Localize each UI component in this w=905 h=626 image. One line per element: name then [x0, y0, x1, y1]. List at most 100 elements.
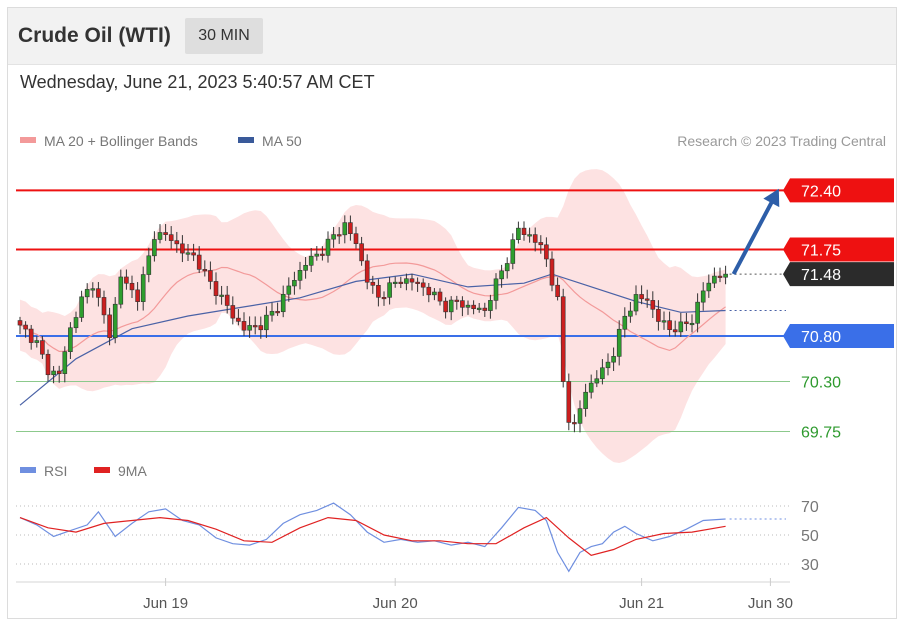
candle	[689, 314, 695, 333]
legend-rsi-label: RSI	[44, 463, 67, 479]
candle	[695, 293, 700, 333]
rsi-line	[19, 502, 726, 573]
price-levels	[16, 189, 790, 433]
candle	[152, 231, 157, 262]
level-label-69-75: 69.75	[801, 425, 841, 442]
candle	[622, 307, 628, 338]
bollinger-bands	[20, 169, 726, 463]
timeframe-button[interactable]: 30 MIN	[185, 18, 263, 54]
candle	[532, 227, 538, 252]
candle	[40, 336, 45, 359]
level-label-70-80: 70.80	[801, 329, 841, 346]
candle	[588, 374, 594, 399]
candle	[157, 224, 163, 244]
candle	[124, 269, 129, 290]
candle	[146, 247, 152, 283]
rsi-panel: RSI 9MA 70 50 30	[16, 463, 819, 574]
candle	[521, 221, 527, 241]
candle	[331, 226, 336, 248]
candle	[661, 311, 667, 330]
forecast-arrow-shaft	[731, 193, 778, 276]
candle	[611, 347, 616, 371]
candle	[68, 322, 73, 360]
candle	[241, 312, 247, 336]
candle	[594, 370, 600, 388]
candle	[258, 316, 264, 339]
candle	[605, 353, 611, 376]
candle	[404, 273, 409, 291]
candle	[476, 302, 482, 313]
candle	[555, 277, 560, 301]
candle	[600, 359, 605, 385]
legend-rsi-swatch	[20, 467, 36, 473]
candle	[566, 373, 572, 431]
candle	[656, 300, 661, 331]
candle	[376, 279, 381, 307]
candle	[717, 267, 723, 283]
candle	[516, 221, 521, 244]
candle	[572, 414, 577, 433]
candle	[107, 307, 112, 346]
legend-ma50-label: MA 50	[262, 133, 302, 149]
candle	[308, 248, 314, 273]
candle	[275, 302, 280, 316]
candle	[174, 231, 180, 253]
candle	[34, 336, 40, 348]
candle	[359, 236, 364, 266]
candle	[482, 302, 488, 317]
candle	[420, 278, 426, 296]
candle	[303, 257, 308, 279]
candle	[129, 275, 135, 299]
forecast-arrow	[731, 188, 780, 276]
legend-ma50-swatch	[238, 137, 254, 143]
rsi-level-label-30: 30	[801, 557, 819, 574]
candle	[286, 277, 292, 302]
candle	[628, 302, 633, 323]
legend: MA 20 + Bollinger Bands MA 50 Research ©…	[20, 133, 886, 149]
ma20-line	[19, 262, 726, 352]
rsi-9ma-line	[19, 516, 726, 556]
candle	[644, 289, 650, 308]
candle	[387, 277, 392, 305]
candle	[342, 215, 348, 244]
candle	[381, 291, 387, 306]
candle	[56, 365, 62, 383]
candle	[538, 235, 544, 254]
rsi-level-label-70: 70	[801, 499, 819, 516]
timestamp: Wednesday, June 21, 2023 5:40:57 AM CET	[20, 72, 375, 92]
candle	[672, 320, 678, 337]
candle	[96, 282, 101, 307]
candle	[706, 274, 712, 298]
forecast-arrow-head	[763, 188, 780, 208]
candle	[560, 288, 566, 388]
candle	[73, 311, 79, 333]
level-badge-72-40	[783, 178, 894, 203]
candle	[90, 282, 96, 298]
level-label-72-40: 72.40	[801, 183, 841, 200]
candle	[364, 254, 370, 290]
candle	[118, 269, 124, 309]
level-labels: 72.40 71.75 71.48 70.80 70.30 69.75	[783, 178, 894, 442]
candle	[684, 312, 689, 331]
candle	[549, 251, 555, 292]
candle	[224, 285, 230, 314]
candle	[504, 257, 510, 279]
candle	[168, 226, 174, 249]
candle	[499, 264, 504, 288]
candle	[667, 311, 672, 337]
candle	[208, 261, 213, 290]
legend-9ma-swatch	[94, 467, 110, 473]
candle	[432, 288, 437, 301]
candle	[101, 290, 107, 324]
x-tick-label: Jun 20	[373, 595, 418, 612]
candle	[392, 276, 398, 288]
header-bar: Crude Oil (WTI) 30 MIN	[8, 8, 896, 65]
x-tick-label: Jun 21	[619, 595, 664, 612]
candle	[140, 266, 146, 311]
candle	[583, 383, 588, 417]
candle	[252, 316, 258, 335]
x-tick-label: Jun 30	[748, 595, 793, 612]
candle	[264, 306, 269, 338]
candle	[297, 261, 303, 290]
candle	[292, 271, 297, 295]
